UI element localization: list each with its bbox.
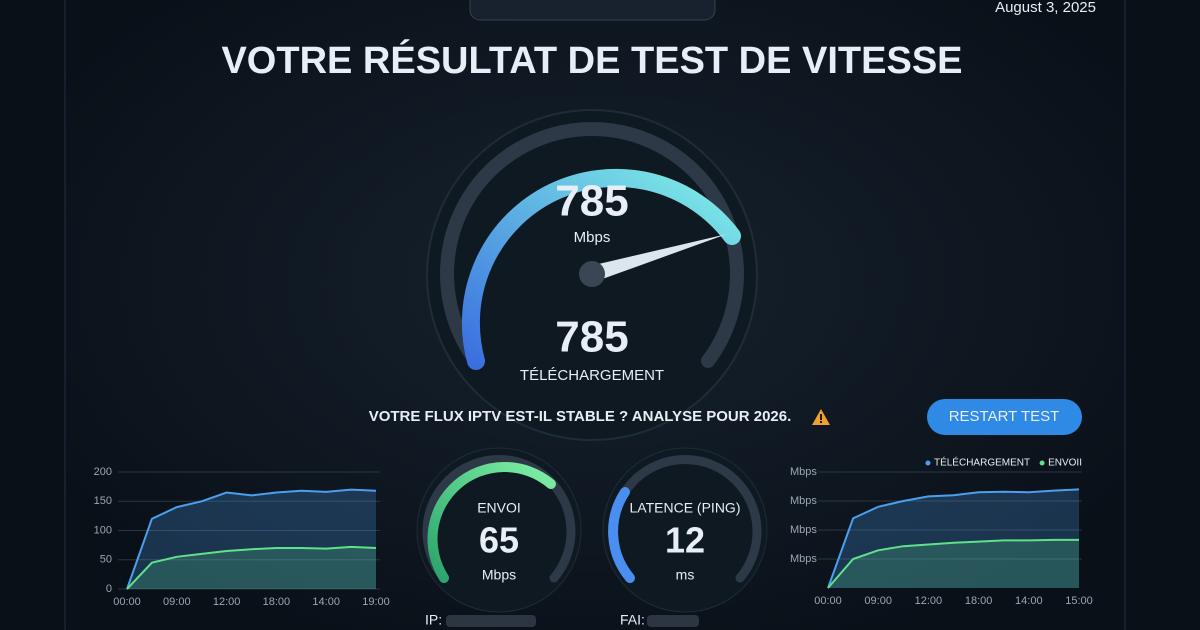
x-tick-label: 12:00 xyxy=(915,595,943,607)
x-tick-label: 00:00 xyxy=(113,596,141,608)
gauge-arc xyxy=(608,487,635,583)
button-label[interactable]: RESTART TEST xyxy=(949,408,1060,425)
logo-box xyxy=(469,0,716,21)
legend-swatch xyxy=(1039,460,1045,466)
series-area xyxy=(828,489,1079,588)
gauge-face xyxy=(602,447,768,613)
series-line xyxy=(827,488,1080,589)
download-label: TÉLÉCHARGEMENT xyxy=(520,367,664,384)
x-tick-label: 14:00 xyxy=(312,596,340,608)
series-area xyxy=(828,539,1079,588)
y-tick-label: 150 xyxy=(94,495,112,507)
legend-swatch xyxy=(925,460,931,466)
blurred-ip xyxy=(446,615,536,627)
ping-gauge: LATENCE (PING) 12 ms xyxy=(602,447,768,613)
x-tick-label: 09:00 xyxy=(864,595,892,607)
ping-value: 12 xyxy=(665,520,705,561)
upload-value: 65 xyxy=(479,520,519,561)
ping-label: LATENCE (PING) xyxy=(630,500,741,516)
charts: 0 50 100 150 200 00:00 09:00 12:00 18:00 14:00 19:… xyxy=(94,456,1093,608)
x-tick-label: 14:00 xyxy=(1015,595,1043,607)
y-tick-label: Mbps xyxy=(790,524,817,536)
download-value: 785 xyxy=(555,313,628,362)
date: August 3, 2025 xyxy=(995,0,1096,16)
title: VOTRE RÉSULTAT DE TEST DE VITESSE xyxy=(221,38,962,82)
x-tick-label: 19:00 xyxy=(362,596,390,608)
x-tick-label: 12:00 xyxy=(213,596,241,608)
main-gauge: 785 Mbps 785 TÉLÉCHARGEMENT xyxy=(426,109,758,441)
y-tick-label: 50 xyxy=(100,554,112,566)
upload-unit: Mbps xyxy=(482,567,516,583)
upload-gauge: ENVOI 65 Mbps xyxy=(416,447,582,613)
ping-unit: ms xyxy=(676,567,695,583)
y-tick-label: 100 xyxy=(94,524,112,536)
legend-label: TÉLÉCHARGEMENT xyxy=(934,456,1030,469)
needle xyxy=(590,234,727,282)
speed-unit: Mbps xyxy=(574,229,611,246)
x-tick-label: 09:00 xyxy=(163,596,191,608)
needle-hub xyxy=(579,261,605,287)
upload-label: ENVOI xyxy=(477,500,521,516)
speed-value: 785 xyxy=(555,177,628,226)
legend-label: ENVOII xyxy=(1048,458,1082,469)
series-line xyxy=(126,488,377,590)
series-area xyxy=(127,489,376,589)
y-tick-label: Mbps xyxy=(790,495,817,507)
y-tick-label: Mbps xyxy=(790,466,817,478)
gauge-arc xyxy=(427,461,556,583)
y-tick-label: 0 xyxy=(106,583,112,595)
banner-text: VOTRE FLUX IPTV EST-IL STABLE ? ANALYSE … xyxy=(369,408,792,425)
warning-icon xyxy=(812,409,830,425)
x-tick-label: 18:00 xyxy=(965,595,993,607)
x-tick-label: 15:00 xyxy=(1065,595,1093,607)
gauge-arc xyxy=(461,168,741,370)
series-line xyxy=(827,538,1079,589)
y-tick-label: 200 xyxy=(94,466,112,478)
isp-label: FAI: xyxy=(620,612,645,628)
restart-button[interactable]: RESTART TEST xyxy=(927,399,1082,435)
y-tick-label: Mbps xyxy=(790,553,817,565)
series-line xyxy=(126,545,377,590)
x-tick-label: 00:00 xyxy=(814,595,842,607)
ip-label: IP: xyxy=(425,612,442,628)
button-bg[interactable] xyxy=(927,399,1082,435)
x-tick-label: 18:00 xyxy=(263,596,291,608)
gauge-track xyxy=(422,455,576,583)
series-area xyxy=(127,546,376,589)
gauge-track xyxy=(440,122,744,368)
blurred-isp xyxy=(647,615,699,627)
